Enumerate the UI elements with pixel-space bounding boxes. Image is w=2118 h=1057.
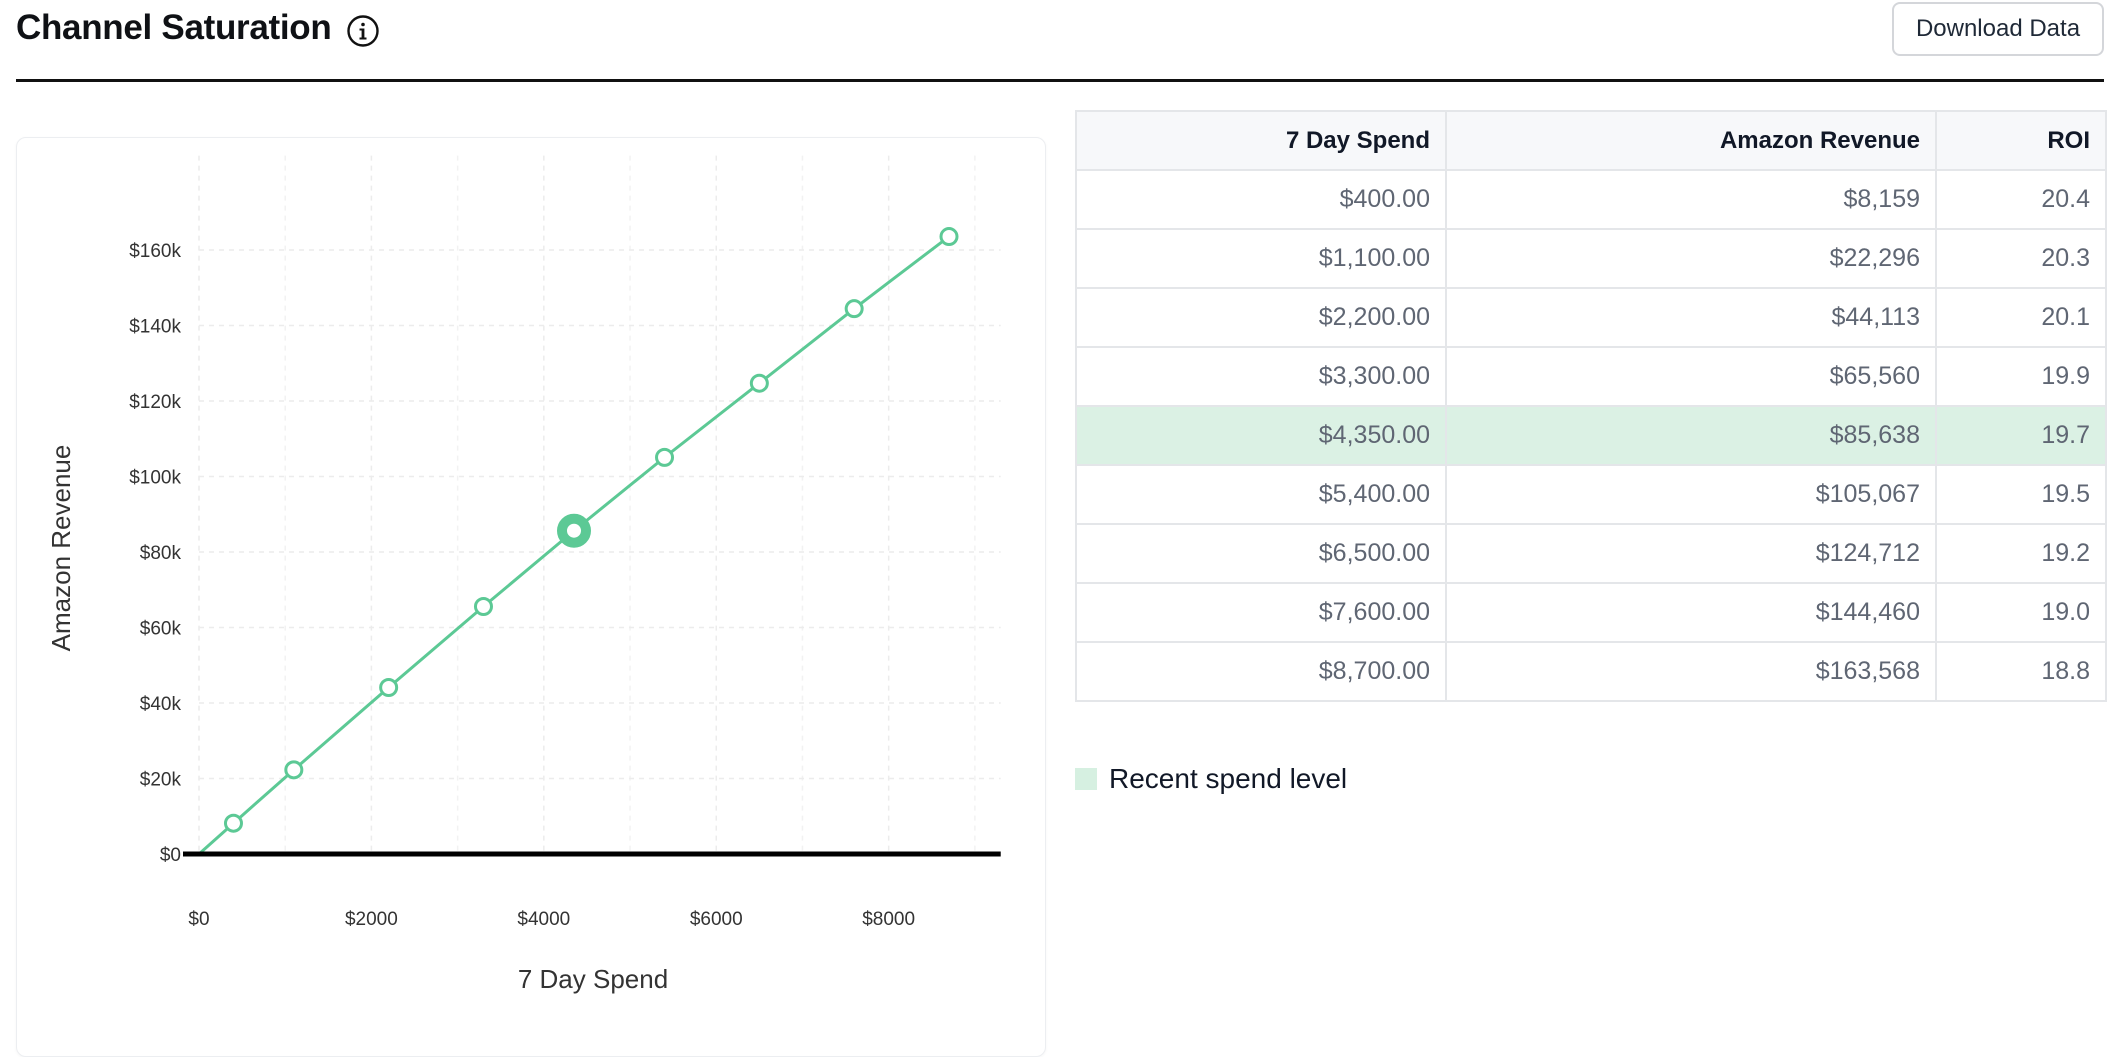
cell-revenue: $44,113 xyxy=(1445,287,1937,348)
info-icon[interactable] xyxy=(346,14,380,48)
table-row: $5,400.00 $105,067 19.5 xyxy=(1075,464,2107,525)
y-tick-label: $80k xyxy=(140,543,182,564)
x-tick-label: $2000 xyxy=(345,909,398,930)
header-divider xyxy=(16,79,2104,82)
cell-roi: 20.4 xyxy=(1935,169,2107,230)
data-point xyxy=(844,299,864,319)
cell-roi: 20.1 xyxy=(1935,287,2107,348)
cell-revenue: $85,638 xyxy=(1445,405,1937,466)
cell-spend: $1,100.00 xyxy=(1075,228,1447,289)
y-tick-label: $100k xyxy=(129,468,181,489)
cell-revenue: $124,712 xyxy=(1445,523,1937,584)
series-line xyxy=(198,235,950,856)
cell-revenue: $105,067 xyxy=(1445,464,1937,525)
cell-spend: $3,300.00 xyxy=(1075,346,1447,407)
table-row: $7,600.00 $144,460 19.0 xyxy=(1075,582,2107,643)
data-point xyxy=(939,227,959,247)
data-point xyxy=(284,760,304,780)
cell-roi: 19.2 xyxy=(1935,523,2107,584)
y-axis-title: Amazon Revenue xyxy=(46,445,76,652)
cell-spend: $2,200.00 xyxy=(1075,287,1447,348)
table-row: $3,300.00 $65,560 19.9 xyxy=(1075,346,2107,407)
cell-spend: $7,600.00 xyxy=(1075,582,1447,643)
cell-spend: $6,500.00 xyxy=(1075,523,1447,584)
cell-roi: 19.0 xyxy=(1935,582,2107,643)
column-header-spend: 7 Day Spend xyxy=(1075,110,1447,171)
table-row: $400.00 $8,159 20.4 xyxy=(1075,169,2107,230)
legend-label: Recent spend level xyxy=(1109,763,1348,794)
data-point xyxy=(473,597,493,617)
y-tick-label: $120k xyxy=(129,392,181,413)
column-header-roi: ROI xyxy=(1935,110,2107,171)
legend: Recent spend level xyxy=(1075,762,1347,796)
cell-roi: 18.8 xyxy=(1935,641,2107,702)
cell-roi: 19.9 xyxy=(1935,346,2107,407)
table-row: $1,100.00 $22,296 20.3 xyxy=(1075,228,2107,289)
data-point xyxy=(655,447,675,467)
cell-roi: 19.5 xyxy=(1935,464,2107,525)
x-tick-label: $4000 xyxy=(517,909,570,930)
saturation-table: 7 Day Spend Amazon Revenue ROI $400.00 $8… xyxy=(1075,110,2107,702)
y-tick-label: $0 xyxy=(160,845,181,866)
cell-roi: 19.7 xyxy=(1935,405,2107,466)
y-tick-label: $160k xyxy=(129,241,181,262)
y-tick-label: $40k xyxy=(140,694,182,715)
legend-swatch xyxy=(1075,768,1097,790)
download-data-button[interactable]: Download Data xyxy=(1892,2,2104,56)
data-point xyxy=(749,373,769,393)
x-tick-label: $0 xyxy=(188,909,209,930)
cell-revenue: $22,296 xyxy=(1445,228,1937,289)
table-row: $8,700.00 $163,568 18.8 xyxy=(1075,641,2107,702)
table-header-row: 7 Day Spend Amazon Revenue ROI xyxy=(1075,110,2107,171)
cell-revenue: $163,568 xyxy=(1445,641,1937,702)
x-axis-title: 7 Day Spend xyxy=(518,964,668,994)
data-point xyxy=(223,813,243,833)
x-tick-label: $6000 xyxy=(690,909,743,930)
cell-revenue: $8,159 xyxy=(1445,169,1937,230)
cell-spend: $400.00 xyxy=(1075,169,1447,230)
table-row: $6,500.00 $124,712 19.2 xyxy=(1075,523,2107,584)
highlighted-data-point xyxy=(557,513,591,548)
table-row: $4,350.00 $85,638 19.7 xyxy=(1075,405,2107,466)
saturation-chart[interactable]: $0 $20k $40k $60k $80k $100k $120k $140k $160k $0… xyxy=(17,138,1047,1037)
cell-spend: $8,700.00 xyxy=(1075,641,1447,702)
y-tick-label: $20k xyxy=(140,770,182,791)
cell-roi: 20.3 xyxy=(1935,228,2107,289)
column-header-revenue: Amazon Revenue xyxy=(1445,110,1937,171)
cell-spend: $5,400.00 xyxy=(1075,464,1447,525)
data-point xyxy=(379,677,399,697)
y-tick-label: $60k xyxy=(140,619,182,640)
saturation-table-container: 7 Day Spend Amazon Revenue ROI $400.00 $8… xyxy=(1075,110,2107,702)
cell-spend: $4,350.00 xyxy=(1075,405,1447,466)
saturation-chart-card: $0 $20k $40k $60k $80k $100k $120k $140k $160k $0… xyxy=(16,137,1046,1057)
x-tick-label: $8000 xyxy=(862,909,915,930)
y-tick-label: $140k xyxy=(129,317,181,338)
cell-revenue: $65,560 xyxy=(1445,346,1937,407)
page-header: Channel Saturation Download Data xyxy=(16,0,2104,82)
table-row: $2,200.00 $44,113 20.1 xyxy=(1075,287,2107,348)
page-title: Channel Saturation xyxy=(16,8,332,47)
cell-revenue: $144,460 xyxy=(1445,582,1937,643)
